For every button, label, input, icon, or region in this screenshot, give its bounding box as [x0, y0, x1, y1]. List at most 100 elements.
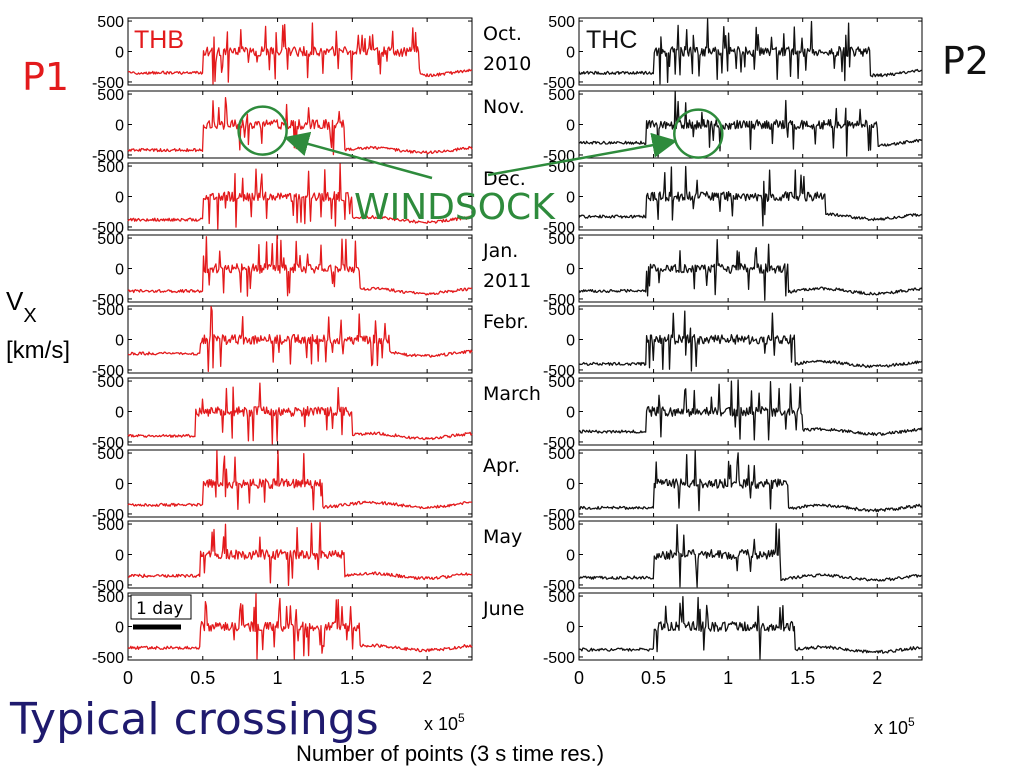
y-tick-label: 500 — [97, 302, 124, 319]
y-tick-label: -500 — [92, 363, 124, 380]
y-tick-label: -500 — [543, 220, 575, 237]
series-line-thc — [578, 379, 923, 441]
panel-frame — [127, 305, 473, 374]
series-line-thb — [127, 450, 473, 511]
y-tick-label: -500 — [543, 363, 575, 380]
panel-thc-5: 500 0 -500 — [543, 302, 923, 380]
series-line-thb — [127, 592, 473, 660]
series-line-thb — [127, 382, 473, 445]
y-axis-label: VX — [6, 286, 37, 327]
y-tick-label: 0 — [115, 333, 124, 350]
y-tick-label: -500 — [92, 650, 124, 667]
y-tick-label: -500 — [92, 148, 124, 165]
series-line-thc — [579, 596, 922, 660]
y-tick-label: 500 — [97, 87, 124, 104]
y-tick-label: 0 — [115, 477, 124, 494]
series-line-thb — [127, 521, 473, 587]
y-tick-label: 500 — [97, 446, 124, 463]
panel-thb-9: 500 0 -500 — [92, 589, 473, 667]
series-line-thc — [578, 165, 923, 227]
panel-thb-8: 500 0 -500 — [92, 517, 473, 595]
month-label: Febr. — [483, 311, 529, 333]
y-tick-label: 0 — [115, 190, 124, 207]
scale-bar-label: 1 day — [136, 599, 184, 619]
panel-frame — [127, 377, 473, 446]
panel-thb-6: 500 0 -500 — [92, 374, 473, 452]
y-tick-label: 500 — [548, 374, 575, 391]
x-axis-label: Number of points (3 s time res.) — [296, 741, 604, 766]
x-multiplier-right: x 105 — [874, 715, 915, 738]
x-tick-label: 2 — [422, 668, 432, 688]
windsock-annotation: WINDSOCK — [237, 105, 724, 228]
panel-thc-8: 500 0 -500 — [543, 517, 923, 595]
panel-thc-6: 500 0 -500 — [543, 374, 923, 452]
y-tick-label: -500 — [543, 292, 575, 309]
slide-title: Typical crossings — [9, 694, 379, 745]
y-tick-label: 0 — [566, 190, 575, 207]
y-tick-label: 500 — [548, 589, 575, 606]
windsock-arrow-right — [487, 132, 678, 177]
x-tick-label: 0 — [574, 668, 584, 688]
y-tick-label: 0 — [566, 262, 575, 279]
x-multiplier-left: x 105 — [424, 711, 465, 734]
series-line-thc — [578, 90, 923, 158]
panel-thb-4: 500 0 -500 — [92, 231, 473, 309]
scale-bar: 1 day — [130, 594, 192, 630]
panel-frame — [578, 592, 923, 661]
x-tick-label: 2 — [872, 668, 882, 688]
y-tick-label: 0 — [115, 548, 124, 565]
series-line-thb — [127, 163, 473, 230]
month-label: Nov. — [483, 96, 525, 118]
y-tick-label: -500 — [92, 220, 124, 237]
y-tick-label: 500 — [97, 517, 124, 534]
y-tick-label: 500 — [548, 302, 575, 319]
y-tick-label: 500 — [97, 374, 124, 391]
series-line-thb — [127, 22, 473, 85]
y-tick-label: 0 — [115, 118, 124, 135]
windsock-label: WINDSOCK — [354, 187, 556, 228]
panel-thc-4: 500 0 -500 — [543, 231, 923, 309]
y-tick-label: -500 — [543, 650, 575, 667]
y-tick-label: 0 — [566, 548, 575, 565]
x-tick-label: 0.5 — [190, 668, 215, 688]
y-tick-label: -500 — [92, 507, 124, 524]
y-tick-label: -500 — [92, 435, 124, 452]
month-label-year: 2010 — [483, 53, 531, 75]
y-tick-label: -500 — [92, 292, 124, 309]
panel-thc-1: 500 0 -500 — [543, 14, 923, 92]
y-tick-label: -500 — [92, 578, 124, 595]
month-label: Apr. — [483, 455, 520, 477]
x-tick-label: 1.5 — [790, 668, 815, 688]
month-label: Jan. — [482, 240, 518, 262]
probe-label-p1: P1 — [22, 55, 69, 99]
panel-thc-7: 500 0 -500 — [543, 446, 923, 524]
series-line-thc — [578, 310, 923, 372]
y-tick-label: 500 — [548, 517, 575, 534]
month-label-year: 2011 — [483, 270, 531, 292]
scale-bar-box — [130, 594, 192, 620]
x-tick-label: 1 — [723, 668, 733, 688]
x-tick-label: 1.5 — [340, 668, 365, 688]
series-line-thb — [127, 96, 473, 156]
y-tick-label: 500 — [97, 231, 124, 248]
y-tick-label: 0 — [566, 45, 575, 62]
y-tick-label: 500 — [97, 589, 124, 606]
y-tick-label: 0 — [566, 333, 575, 350]
y-tick-label: 500 — [548, 446, 575, 463]
y-tick-label: -500 — [543, 578, 575, 595]
probe-name-thc: THC — [586, 26, 637, 54]
y-tick-label: 0 — [566, 118, 575, 135]
y-tick-label: 500 — [97, 14, 124, 31]
y-tick-label: 0 — [115, 262, 124, 279]
y-tick-label: -500 — [543, 435, 575, 452]
panel-thb-1: 500 0 -500 — [92, 14, 473, 92]
windsock-circle — [237, 105, 288, 156]
panel-frame — [578, 449, 923, 518]
y-axis-label-subscript: X — [23, 305, 36, 327]
series-line-thb — [127, 305, 473, 373]
y-tick-label: 0 — [115, 620, 124, 637]
month-label: March — [483, 383, 541, 405]
